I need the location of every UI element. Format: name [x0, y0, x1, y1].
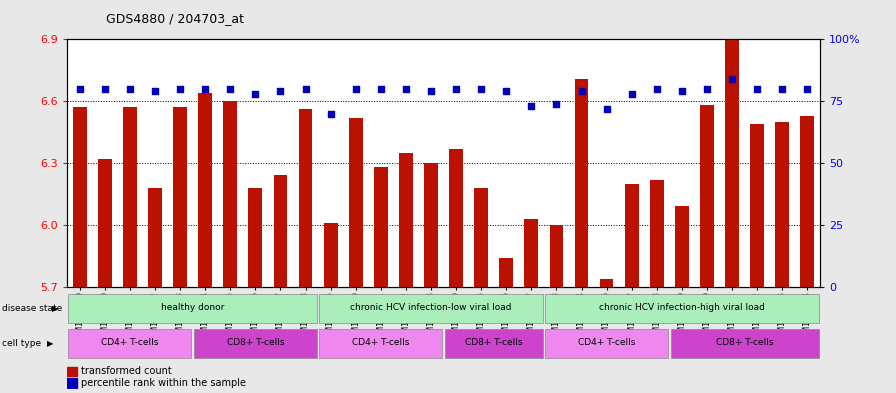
Point: [73, 86, 87, 92]
Text: ▶: ▶: [47, 339, 53, 348]
Point: [700, 86, 714, 92]
Bar: [98, 159, 112, 287]
Point: [449, 86, 463, 92]
Point: [474, 86, 488, 92]
Bar: [625, 184, 639, 287]
Text: disease state: disease state: [2, 304, 62, 312]
Point: [775, 86, 789, 92]
Point: [675, 88, 689, 94]
Bar: [67, 367, 77, 376]
Bar: [273, 175, 288, 287]
Point: [499, 88, 513, 94]
Text: CD8+ T-cells: CD8+ T-cells: [227, 338, 284, 347]
Text: percentile rank within the sample: percentile rank within the sample: [81, 378, 246, 388]
Bar: [248, 188, 263, 287]
Bar: [670, 329, 819, 358]
Bar: [524, 219, 538, 287]
Bar: [800, 116, 814, 287]
Text: CD4+ T-cells: CD4+ T-cells: [101, 338, 159, 347]
Text: CD8+ T-cells: CD8+ T-cells: [716, 338, 773, 347]
Bar: [319, 329, 443, 358]
Bar: [549, 225, 564, 287]
Bar: [675, 206, 689, 287]
Point: [424, 88, 438, 94]
Text: GDS4880 / 204703_at: GDS4880 / 204703_at: [106, 12, 244, 25]
Bar: [725, 39, 739, 287]
Text: CD4+ T-cells: CD4+ T-cells: [578, 338, 635, 347]
Bar: [444, 329, 543, 358]
Bar: [545, 329, 668, 358]
Bar: [298, 109, 313, 287]
Text: chronic HCV infection-low viral load: chronic HCV infection-low viral load: [350, 303, 512, 312]
Point: [650, 86, 664, 92]
Point: [374, 86, 388, 92]
Point: [800, 86, 814, 92]
Bar: [775, 122, 789, 287]
Text: chronic HCV infection-high viral load: chronic HCV infection-high viral load: [599, 303, 765, 312]
Bar: [474, 188, 488, 287]
Text: ▶: ▶: [52, 304, 58, 312]
Text: transformed count: transformed count: [81, 366, 171, 376]
Point: [273, 88, 288, 94]
Text: healthy donor: healthy donor: [161, 303, 224, 312]
Point: [248, 91, 263, 97]
Bar: [123, 107, 137, 287]
Bar: [198, 93, 212, 287]
Bar: [319, 294, 543, 323]
Point: [625, 91, 639, 97]
Bar: [599, 279, 614, 287]
Bar: [223, 101, 237, 287]
Bar: [499, 258, 513, 287]
Bar: [173, 107, 187, 287]
Point: [599, 105, 614, 112]
Point: [574, 88, 589, 94]
Point: [399, 86, 413, 92]
Point: [524, 103, 538, 109]
Bar: [374, 167, 388, 287]
Text: CD4+ T-cells: CD4+ T-cells: [352, 338, 409, 347]
Bar: [399, 153, 413, 287]
Bar: [194, 329, 317, 358]
Point: [298, 86, 313, 92]
Bar: [545, 294, 819, 323]
Bar: [68, 294, 317, 323]
Bar: [67, 378, 77, 388]
Text: CD8+ T-cells: CD8+ T-cells: [465, 338, 522, 347]
Point: [725, 76, 739, 82]
Bar: [574, 79, 589, 287]
Point: [750, 86, 764, 92]
Point: [98, 86, 112, 92]
Point: [123, 86, 137, 92]
Bar: [700, 105, 714, 287]
Text: cell type: cell type: [2, 339, 41, 348]
Bar: [750, 124, 764, 287]
Bar: [449, 149, 463, 287]
Bar: [68, 329, 192, 358]
Bar: [148, 188, 162, 287]
Point: [323, 110, 338, 117]
Bar: [424, 163, 438, 287]
Bar: [650, 180, 664, 287]
Point: [223, 86, 237, 92]
Point: [148, 88, 162, 94]
Bar: [349, 118, 363, 287]
Point: [198, 86, 212, 92]
Point: [349, 86, 363, 92]
Bar: [323, 223, 338, 287]
Point: [173, 86, 187, 92]
Point: [549, 101, 564, 107]
Bar: [73, 107, 87, 287]
